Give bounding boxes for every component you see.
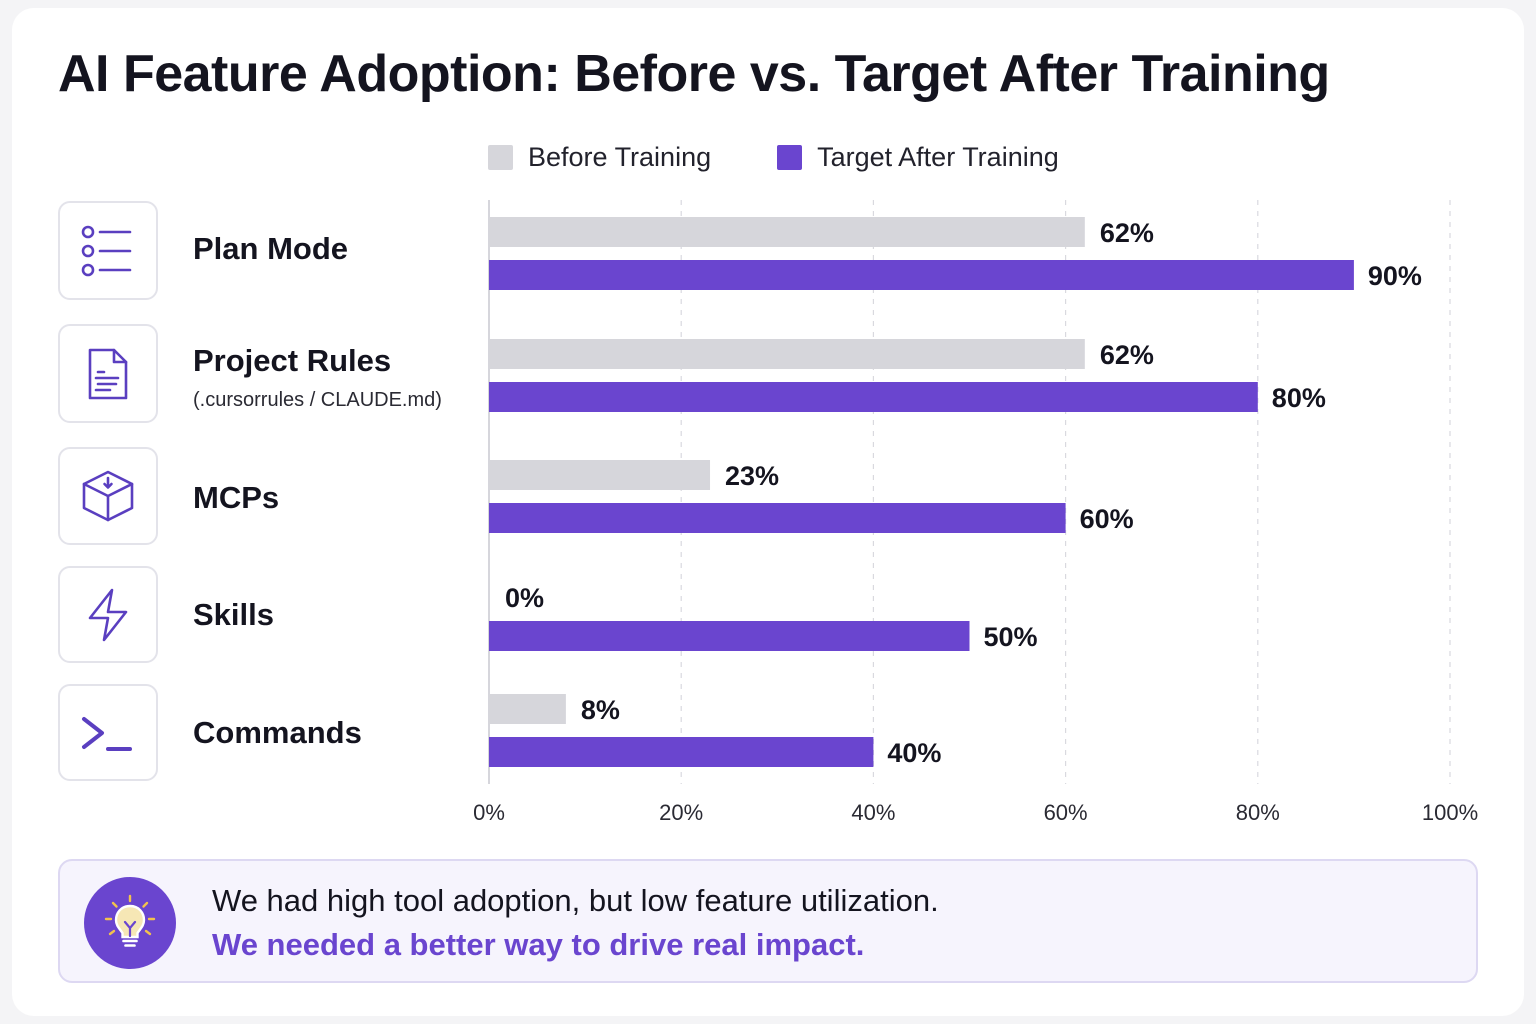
feature-icon-box-commands — [58, 684, 158, 781]
value-label-before-skills: 0% — [505, 583, 544, 613]
callout-line-1: We had high tool adoption, but low featu… — [212, 883, 939, 918]
legend-swatch-before — [488, 144, 513, 170]
value-label-before-mcps: 23% — [725, 461, 779, 491]
callout-line-2: We needed a better way to drive real imp… — [212, 927, 865, 962]
value-label-after-commands: 40% — [887, 738, 941, 768]
value-label-after-mcps: 60% — [1080, 504, 1134, 534]
feature-sublabel-project-rules: (.cursorrules / CLAUDE.md) — [193, 389, 442, 411]
cube-icon — [82, 470, 134, 522]
bar-before-project-rules — [489, 339, 1085, 369]
feature-label-mcps: MCPs — [193, 480, 280, 515]
list-icon — [81, 225, 132, 276]
feature-icon-box-plan-mode — [58, 201, 158, 300]
feature-label-skills: Skills — [193, 597, 274, 632]
lightbulb-icon — [104, 894, 156, 947]
value-label-before-project-rules: 62% — [1100, 340, 1154, 370]
bar-after-skills — [489, 621, 970, 651]
lightning-icon — [88, 588, 128, 641]
legend-label-after: Target After Training — [817, 141, 1059, 172]
value-label-after-skills: 50% — [984, 622, 1038, 652]
value-label-after-project-rules: 80% — [1272, 383, 1326, 413]
legend: Before Training Target After Training — [488, 140, 1125, 174]
legend-swatch-after — [777, 144, 803, 170]
x-tick-label: 20% — [659, 800, 703, 825]
x-tick-label: 40% — [851, 800, 895, 825]
bar-after-mcps — [489, 503, 1066, 533]
value-label-after-plan-mode: 90% — [1368, 261, 1422, 291]
terminal-icon — [82, 716, 132, 751]
legend-label-before: Before Training — [528, 141, 712, 172]
value-label-before-commands: 8% — [581, 695, 620, 725]
x-tick-label: 0% — [473, 800, 505, 825]
bar-after-plan-mode — [489, 260, 1354, 290]
x-tick-label: 80% — [1236, 800, 1280, 825]
document-icon — [88, 348, 128, 399]
feature-label-plan-mode: Plan Mode — [193, 231, 349, 266]
legend-item-after: Target After Training — [777, 142, 1059, 173]
bar-before-mcps — [489, 460, 711, 490]
feature-icon-box-mcps — [58, 447, 158, 545]
bar-after-commands — [489, 737, 874, 767]
feature-icon-box-project-rules — [58, 324, 158, 423]
value-label-before-plan-mode: 62% — [1100, 218, 1154, 248]
bar-before-commands — [489, 694, 566, 724]
feature-icon-box-skills — [58, 566, 158, 663]
bar-after-project-rules — [489, 382, 1258, 412]
legend-item-before: Before Training — [488, 142, 711, 173]
x-tick-label: 100% — [1422, 800, 1478, 825]
chart-title: AI Feature Adoption: Before vs. Target A… — [58, 45, 1330, 103]
lightbulb-badge — [84, 877, 176, 969]
bar-before-plan-mode — [489, 217, 1085, 247]
feature-label-commands: Commands — [193, 715, 362, 750]
x-tick-label: 60% — [1044, 800, 1088, 825]
insight-callout: We had high tool adoption, but low featu… — [58, 859, 1478, 983]
feature-label-project-rules: Project Rules — [193, 343, 392, 378]
